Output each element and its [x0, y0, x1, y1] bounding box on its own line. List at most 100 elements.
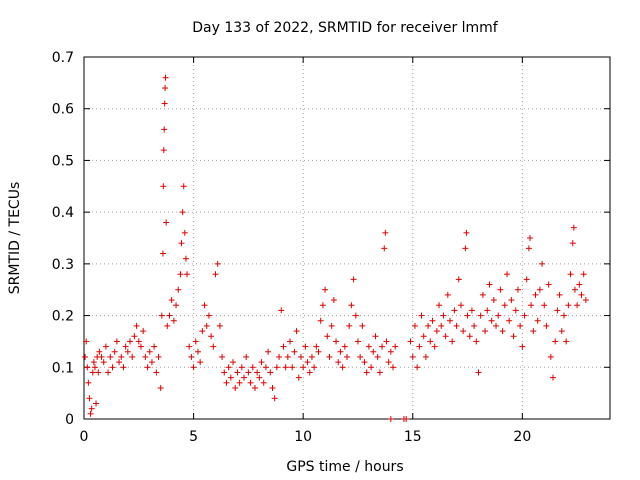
data-point: [295, 374, 302, 381]
x-tick-label: 10: [294, 429, 312, 445]
data-point: [346, 322, 353, 329]
data-point: [357, 353, 364, 360]
data-point: [488, 317, 495, 324]
data-point: [385, 359, 392, 366]
data-point: [409, 353, 416, 360]
data-point: [503, 271, 510, 278]
data-point: [418, 312, 425, 319]
data-point: [490, 297, 497, 304]
data-point: [527, 235, 534, 241]
data-point: [455, 276, 462, 283]
data-point: [319, 302, 326, 309]
data-point: [159, 250, 166, 257]
data-point: [433, 328, 440, 335]
data-point: [88, 405, 95, 412]
data-point: [227, 374, 234, 381]
data-point: [302, 343, 309, 350]
x-tick-label: 20: [513, 429, 531, 445]
data-point: [186, 343, 193, 350]
x-tick-label: 15: [404, 429, 422, 445]
data-point: [497, 286, 504, 293]
data-point: [140, 328, 147, 335]
data-point: [462, 245, 469, 252]
data-point: [477, 312, 484, 319]
data-point: [333, 338, 340, 345]
data-point: [337, 348, 344, 355]
data-point: [236, 379, 243, 386]
data-point: [93, 400, 100, 407]
data-point: [247, 379, 254, 386]
data-point: [328, 322, 335, 329]
data-point: [567, 271, 574, 278]
data-point: [475, 369, 482, 376]
data-point: [339, 364, 346, 371]
data-point: [569, 240, 576, 247]
data-point: [148, 359, 155, 366]
data-point: [105, 369, 112, 376]
data-point: [173, 302, 180, 309]
data-point: [348, 302, 355, 309]
data-point: [113, 338, 120, 345]
data-point: [83, 338, 90, 345]
data-point: [464, 312, 471, 319]
data-point: [251, 384, 258, 391]
data-point: [382, 229, 389, 236]
data-point: [188, 353, 195, 360]
data-point: [463, 229, 470, 236]
data-point: [317, 317, 324, 324]
data-point: [381, 245, 388, 252]
data-point: [493, 322, 500, 329]
x-axis-label: GPS time / hours: [286, 459, 403, 475]
data-point: [184, 271, 191, 278]
data-point: [192, 338, 199, 345]
data-point: [168, 297, 175, 304]
data-point: [300, 364, 307, 371]
data-point: [260, 379, 267, 386]
data-point: [580, 271, 587, 278]
data-point: [335, 359, 342, 366]
data-point: [510, 333, 517, 340]
data-point: [486, 281, 493, 288]
data-point: [453, 322, 460, 329]
data-point: [322, 286, 329, 293]
data-point: [245, 369, 252, 376]
data-point: [131, 333, 138, 340]
data-point: [197, 359, 204, 366]
data-point: [137, 343, 144, 350]
data-point: [269, 384, 276, 391]
data-point: [82, 353, 89, 360]
data-point: [160, 147, 167, 154]
data-point: [359, 322, 366, 329]
y-tick-label: 0.3: [52, 257, 74, 273]
data-point: [536, 286, 543, 293]
plot-frame: [83, 56, 611, 420]
data-point: [451, 307, 458, 314]
data-point: [330, 297, 337, 304]
data-point: [341, 343, 348, 350]
data-point: [411, 322, 418, 329]
data-point: [372, 333, 379, 340]
data-point: [230, 359, 237, 366]
data-point: [142, 353, 149, 360]
data-point: [232, 384, 239, 391]
data-point: [556, 291, 563, 298]
data-point: [387, 416, 394, 422]
data-point: [315, 348, 322, 355]
data-point: [407, 338, 414, 345]
data-point: [265, 348, 272, 355]
data-point: [291, 348, 298, 355]
data-point: [297, 353, 304, 360]
data-point: [436, 302, 443, 309]
y-tick-label: 0.7: [52, 50, 74, 66]
data-point: [571, 286, 578, 293]
y-tick-label: 0.4: [52, 205, 74, 221]
data-point: [390, 364, 397, 371]
data-point: [118, 353, 125, 360]
y-tick-label: 0.6: [52, 102, 74, 118]
data-point: [530, 328, 537, 335]
data-point: [344, 353, 350, 360]
data-point: [374, 353, 381, 360]
data-point: [422, 353, 429, 360]
data-point: [565, 302, 572, 309]
grid-lines: [84, 57, 610, 419]
